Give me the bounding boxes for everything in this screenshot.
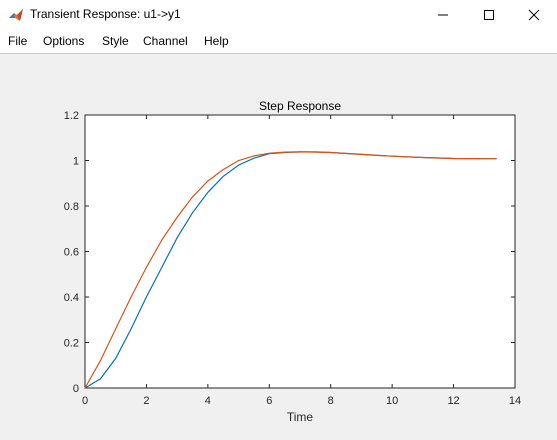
minimize-icon (438, 14, 448, 15)
x-tick-label: 2 (143, 395, 149, 407)
menu-channel[interactable]: Channel (143, 34, 188, 48)
y-tick-label: 1.2 (64, 110, 79, 122)
close-button[interactable] (511, 0, 557, 29)
y-tick-label: 0.2 (64, 338, 79, 350)
x-tick-label: 10 (386, 395, 398, 407)
minimize-button[interactable] (420, 0, 466, 29)
menu-file[interactable]: File (8, 34, 28, 48)
close-icon (528, 9, 540, 20)
menu-bar: File Options Style Channel Help (0, 29, 557, 54)
window-title: Transient Response: u1->y1 (30, 7, 181, 21)
step-response-chart[interactable]: Step Response Time 0 2 4 6 8 10 12 14 0 0.2 0.4 0.6… (0, 54, 557, 435)
axes-box (84, 114, 516, 389)
x-tick-label: 4 (205, 395, 211, 407)
y-tick-label: 1 (73, 156, 79, 168)
maximize-icon (484, 9, 494, 20)
series-line-2 (84, 151, 497, 389)
menu-style[interactable]: Style (102, 34, 129, 48)
matlab-logo-icon (8, 7, 24, 23)
menu-help[interactable]: Help (204, 34, 229, 48)
x-tick-label: 6 (266, 395, 272, 407)
x-tick-label: 12 (447, 395, 459, 407)
menu-options[interactable]: Options (43, 34, 85, 48)
title-bar: Transient Response: u1->y1 (0, 0, 557, 29)
x-axis-label: Time (287, 410, 314, 424)
y-tick-label: 0.4 (64, 292, 79, 304)
y-tick-label: 0 (73, 383, 79, 395)
maximize-button[interactable] (466, 0, 512, 29)
x-tick-label: 0 (82, 395, 88, 407)
chart-title: Step Response (259, 99, 341, 113)
y-tick-label: 0.6 (64, 247, 79, 259)
x-tick-label: 8 (328, 395, 334, 407)
figure-area: Step Response Time 0 2 4 6 8 10 12 14 0 0.2 0.4 0.6… (0, 54, 557, 435)
x-tick-label: 14 (509, 395, 521, 407)
y-tick-label: 0.8 (64, 201, 79, 213)
